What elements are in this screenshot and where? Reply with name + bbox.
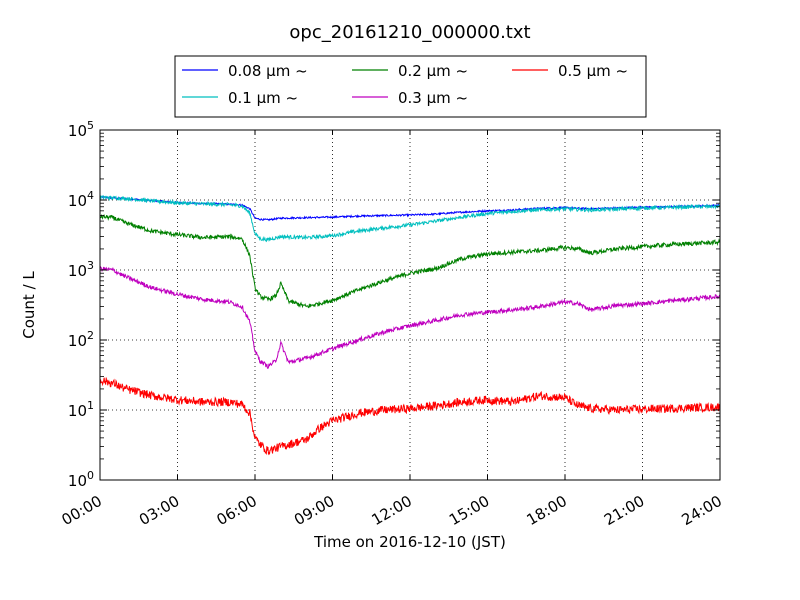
series-layer xyxy=(99,194,721,456)
legend-label: 0.3 μm ~ xyxy=(398,89,468,107)
y-axis-label: Count / L xyxy=(20,271,38,339)
x-tick-label: 00:00 xyxy=(59,492,105,529)
x-tick-label: 09:00 xyxy=(291,492,337,529)
x-tick-label: 12:00 xyxy=(369,492,415,529)
legend-label: 0.1 μm ~ xyxy=(228,89,298,107)
y-tick-label: 102 xyxy=(68,329,94,350)
series-line xyxy=(99,377,721,456)
x-axis-label: Time on 2016-12-10 (JST) xyxy=(313,533,506,551)
x-tick-label: 24:00 xyxy=(679,492,725,529)
x-tick-label: 18:00 xyxy=(524,492,570,529)
legend: 0.08 μm ~ 0.1 μm ~ 0.2 μm ~ 0.3 μm ~ 0.5 μm … xyxy=(174,55,647,118)
x-tick-label: 15:00 xyxy=(446,492,492,529)
series-line xyxy=(99,214,721,309)
y-tick-label: 101 xyxy=(68,399,94,420)
series-line xyxy=(99,265,721,370)
y-tick-label: 104 xyxy=(68,189,94,210)
x-tick-label: 06:00 xyxy=(214,492,260,529)
axes: 00:00 03:00 06:00 09:00 12:00 15:00 18:00 21:00… xyxy=(59,119,725,529)
series-line xyxy=(99,194,721,243)
legend-label: 0.08 μm ~ xyxy=(228,62,308,80)
legend-label: 0.2 μm ~ xyxy=(398,62,468,80)
legend-label: 0.5 μm ~ xyxy=(558,62,628,80)
y-tick-label: 100 xyxy=(68,469,94,490)
legend-box xyxy=(174,55,647,118)
x-tick-label: 21:00 xyxy=(601,492,647,529)
y-tick-label: 105 xyxy=(68,119,94,140)
chart-title: opc_20161210_000000.txt xyxy=(289,22,530,43)
y-tick-label: 103 xyxy=(68,259,94,280)
x-tick-label: 03:00 xyxy=(136,492,182,529)
